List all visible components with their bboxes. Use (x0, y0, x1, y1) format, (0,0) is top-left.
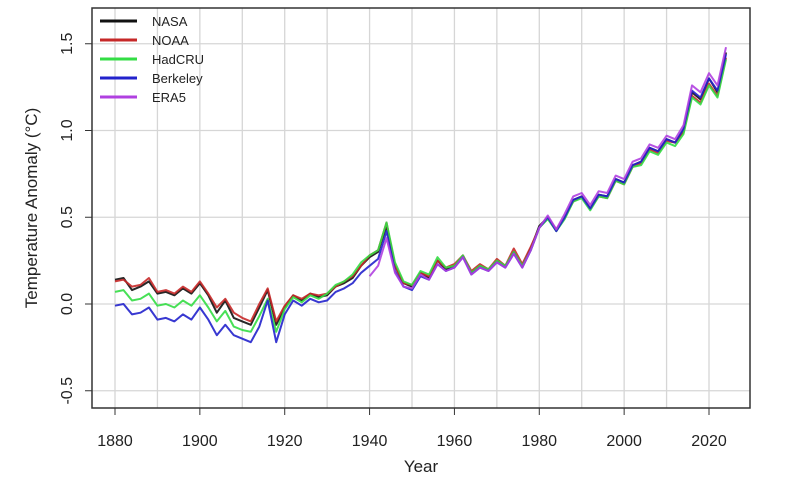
y-axis-label: Temperature Anomaly (°C) (22, 108, 41, 308)
y-axis-ticks: -0.5 0.0 0.5 1.0 1.5 (59, 33, 92, 405)
series-line-nasa (114, 52, 727, 326)
y-tick-label: 1.5 (59, 33, 76, 55)
x-tick-label: 2020 (691, 433, 727, 450)
x-tick-label: 1920 (267, 433, 303, 450)
legend-label-hadcru: HadCRU (152, 52, 204, 67)
x-tick-label: 1940 (352, 433, 388, 450)
series-line-berkeley (114, 53, 727, 344)
legend-label-era5: ERA5 (152, 90, 186, 105)
grid (92, 8, 750, 408)
y-tick-label: 1.0 (59, 119, 76, 141)
series-lines (114, 46, 727, 344)
legend-label-nasa: NASA (152, 14, 188, 29)
y-tick-label: -0.5 (59, 377, 76, 405)
legend-label-noaa: NOAA (152, 33, 189, 48)
x-axis-label: Year (404, 457, 439, 476)
series-line-noaa (114, 57, 727, 323)
y-tick-label: 0.5 (59, 206, 76, 228)
plot-frame (91, 7, 751, 409)
x-tick-label: 1960 (437, 433, 473, 450)
series-line-hadcru (114, 59, 727, 333)
x-tick-label: 1980 (521, 433, 557, 450)
x-tick-label: 1900 (182, 433, 218, 450)
legend-label-berkeley: Berkeley (152, 71, 203, 86)
series-line-era5 (368, 46, 727, 290)
x-axis-ticks: 1880 1900 1920 1940 1960 1980 2000 2020 (97, 408, 727, 450)
x-tick-label: 1880 (97, 433, 133, 450)
x-tick-label: 2000 (606, 433, 642, 450)
y-tick-label: 0.0 (59, 293, 76, 315)
legend: NASA NOAA HadCRU Berkeley ERA5 (100, 14, 204, 105)
